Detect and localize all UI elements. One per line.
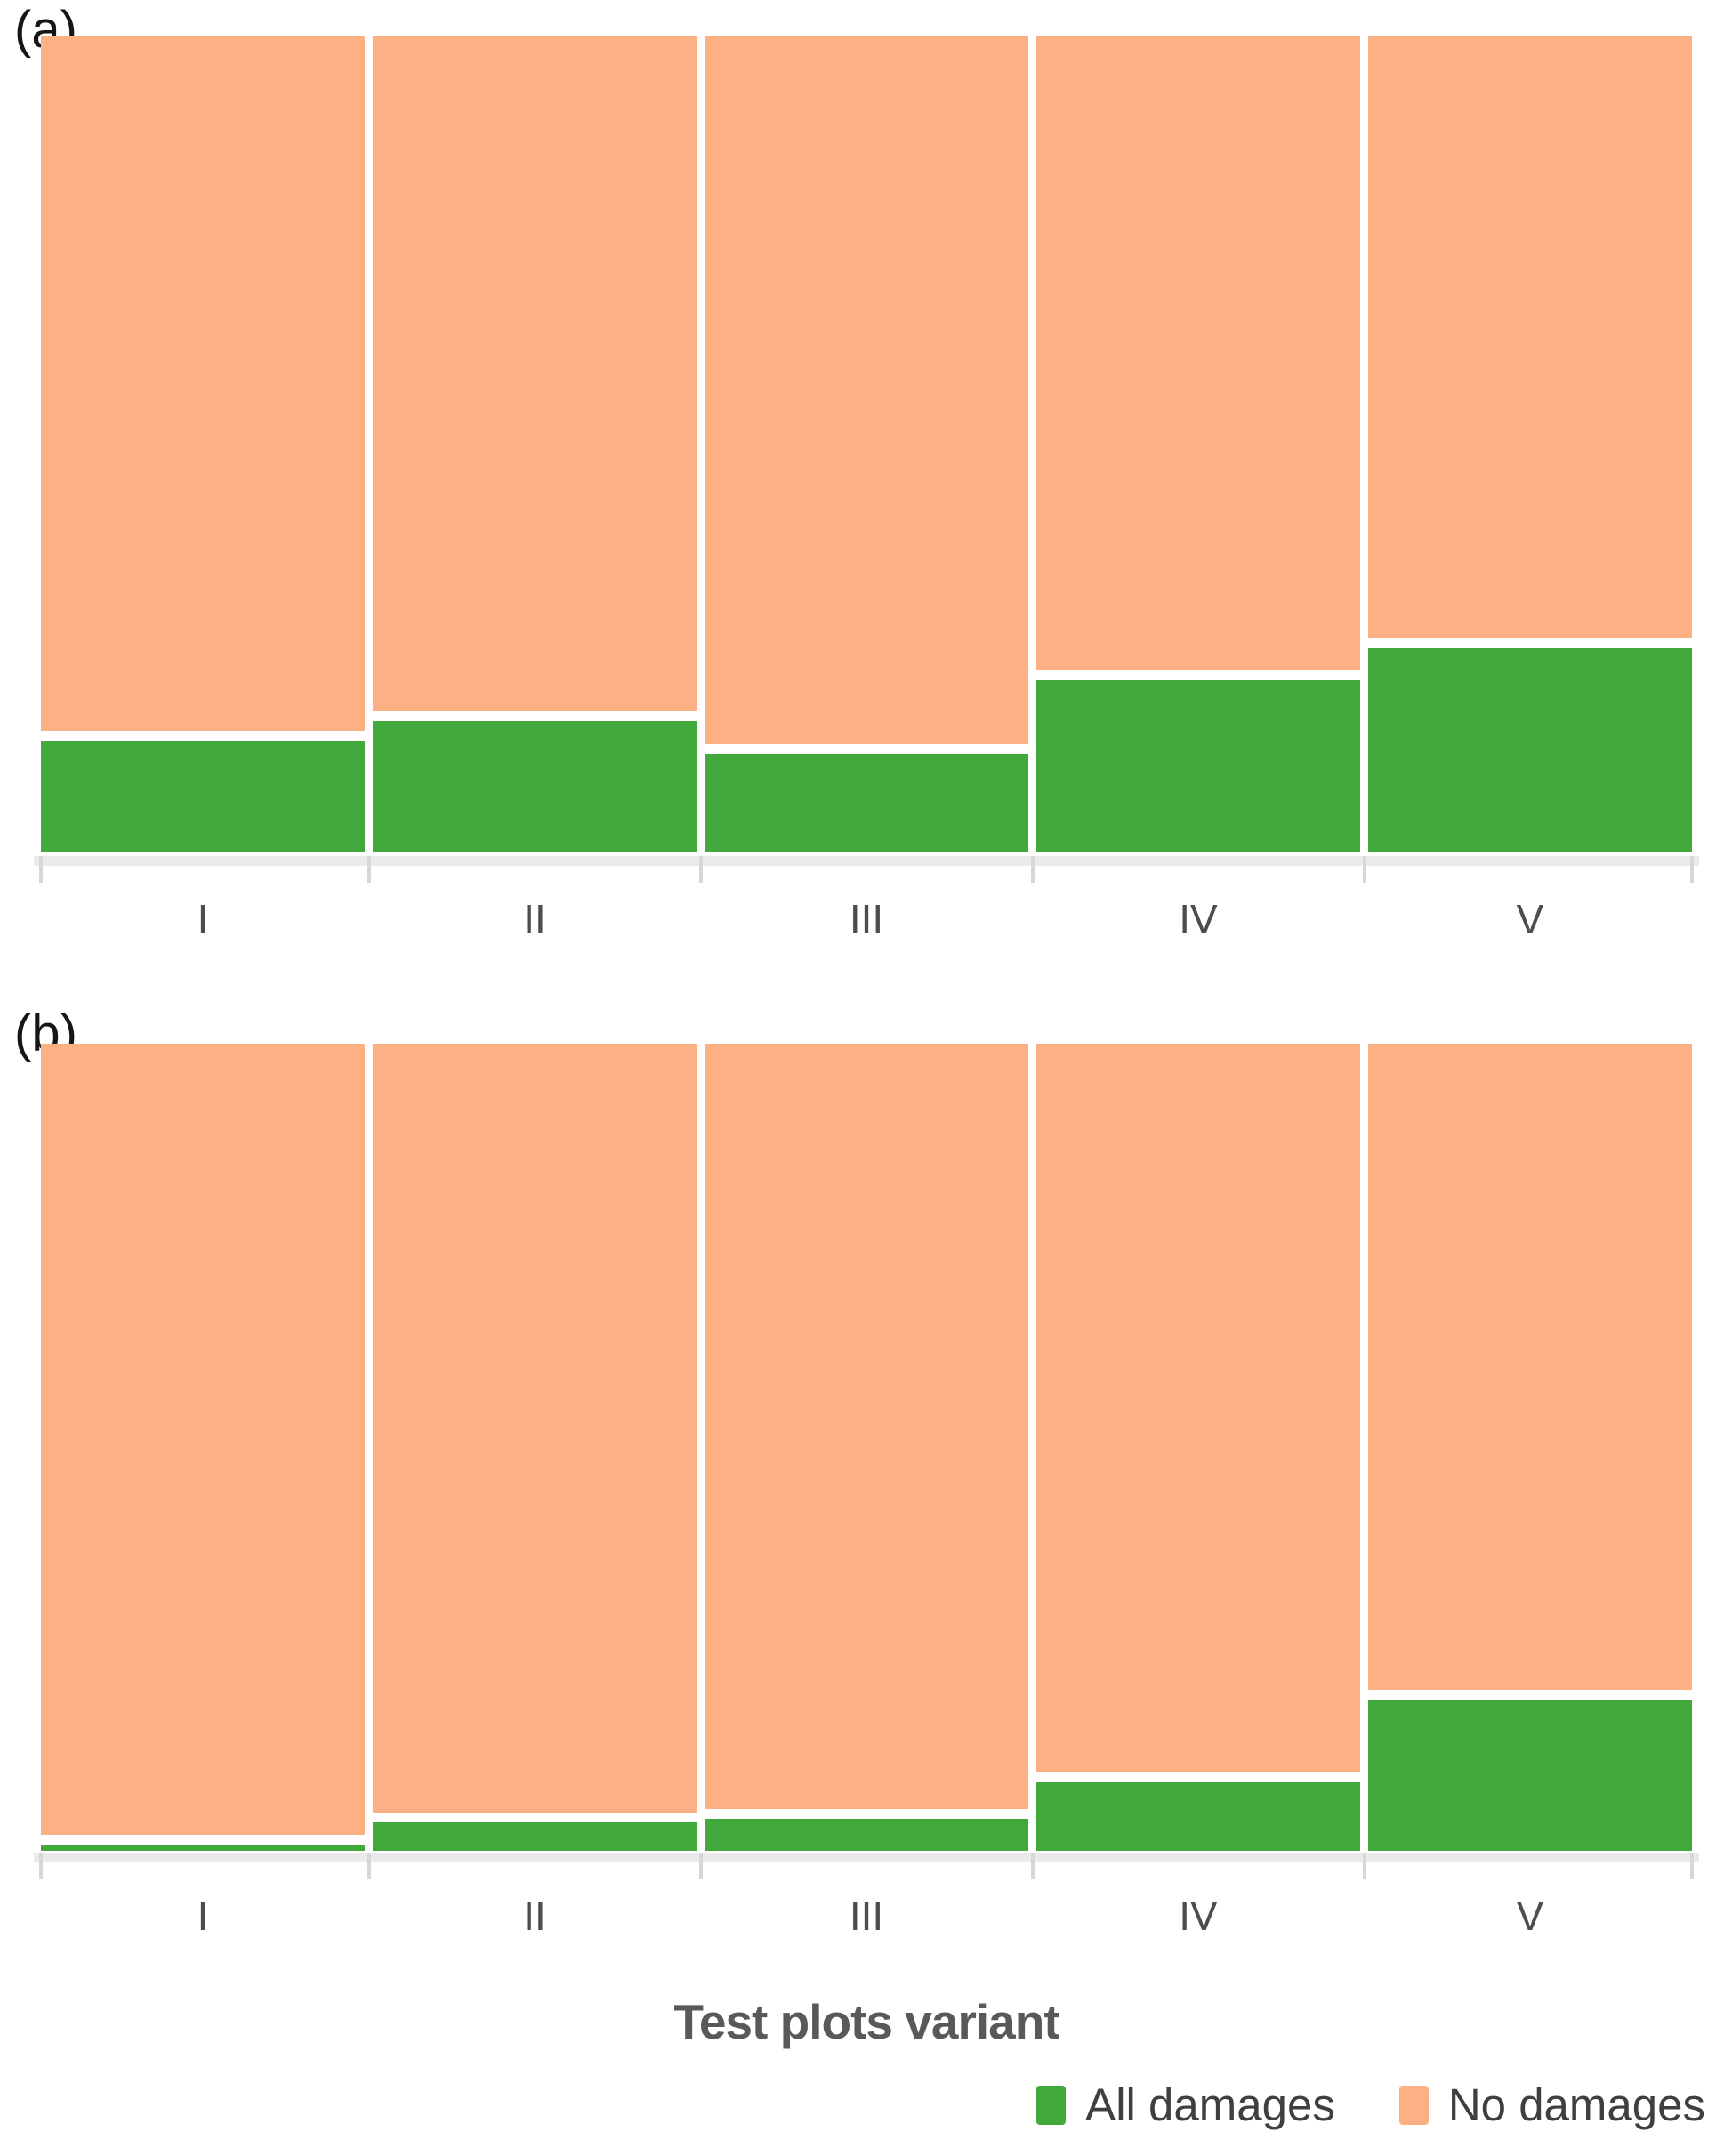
- x-tick-label-ii: II: [523, 1893, 546, 1939]
- segment-no-damages: [705, 36, 1028, 744]
- bar-column-i: [41, 1044, 365, 1851]
- bar-column-iv: [1036, 1044, 1360, 1851]
- bar-column-ii: [373, 36, 697, 852]
- segment-separator: [373, 1813, 697, 1823]
- axis-tick-0: [39, 1853, 43, 1879]
- legend-item-no-damages: No damages: [1398, 2079, 1705, 2131]
- legend-swatch-no-damages: [1398, 2085, 1429, 2125]
- segment-separator: [705, 743, 1028, 754]
- bar-column-v: [1368, 1044, 1692, 1851]
- x-tick-label-ii: II: [523, 896, 546, 942]
- segment-all-damages: [1036, 680, 1360, 852]
- bar-column-ii: [373, 1044, 697, 1851]
- panel-a-x-axis: [34, 854, 1699, 883]
- axis-tick-5: [1690, 856, 1694, 883]
- x-tick-label-iii: III: [849, 1893, 884, 1939]
- segment-all-damages: [1368, 647, 1692, 852]
- x-tick-label-v: V: [1516, 896, 1544, 942]
- panel-a-plot: [41, 36, 1692, 852]
- axis-tick-0: [39, 856, 43, 883]
- segment-all-damages: [41, 741, 365, 852]
- axis-tick-2: [698, 856, 703, 883]
- segment-separator: [1368, 1690, 1692, 1700]
- axis-tick-1: [367, 856, 371, 883]
- axis-tick-2: [698, 1853, 703, 1879]
- x-tick-label-i: I: [197, 1893, 209, 1939]
- segment-no-damages: [1036, 1044, 1360, 1772]
- segment-no-damages: [1368, 36, 1692, 638]
- axis-tick-3: [1030, 1853, 1035, 1879]
- segment-all-damages: [373, 1822, 697, 1851]
- segment-no-damages: [1368, 1044, 1692, 1691]
- segment-all-damages: [705, 1818, 1028, 1851]
- x-axis-title: Test plots variant: [673, 1994, 1059, 2049]
- legend-label: No damages: [1447, 2079, 1705, 2130]
- bar-column-iv: [1036, 36, 1360, 852]
- legend-swatch-all-damages: [1036, 2085, 1067, 2125]
- axis-tick-3: [1030, 856, 1035, 883]
- x-tick-label-iv: IV: [1179, 1893, 1218, 1939]
- axis-tick-4: [1362, 1853, 1366, 1879]
- segment-separator: [705, 1808, 1028, 1819]
- legend-item-all-damages: All damages: [1036, 2079, 1335, 2131]
- segment-separator: [1036, 1772, 1360, 1782]
- segment-all-damages: [373, 721, 697, 852]
- panel-a-axis-line: [34, 856, 1699, 866]
- bar-column-iii: [705, 1044, 1028, 1851]
- x-tick-label-iii: III: [849, 896, 884, 942]
- panel-b-x-axis: [34, 1851, 1699, 1879]
- segment-all-damages: [705, 753, 1028, 852]
- segment-separator: [1368, 637, 1692, 648]
- legend: All damages No damages: [1036, 2079, 1705, 2131]
- segment-no-damages: [1036, 36, 1360, 671]
- bar-column-iii: [705, 36, 1028, 852]
- x-tick-label-iv: IV: [1179, 896, 1218, 942]
- x-tick-label-i: I: [197, 896, 209, 942]
- segment-all-damages: [1036, 1781, 1360, 1851]
- panel-b-axis-line: [34, 1853, 1699, 1862]
- legend-label: All damages: [1085, 2079, 1335, 2130]
- segment-no-damages: [373, 1044, 697, 1813]
- axis-tick-5: [1690, 1853, 1694, 1879]
- segment-separator: [41, 1834, 365, 1845]
- axis-tick-1: [367, 1853, 371, 1879]
- x-tick-label-v: V: [1516, 1893, 1544, 1939]
- bar-column-v: [1368, 36, 1692, 852]
- segment-separator: [41, 731, 365, 742]
- bar-column-i: [41, 36, 365, 852]
- panel-a-x-tick-labels: I II III IV V: [41, 895, 1692, 943]
- segment-no-damages: [41, 1044, 365, 1835]
- segment-no-damages: [41, 36, 365, 732]
- segment-all-damages: [41, 1844, 365, 1851]
- segment-no-damages: [705, 1044, 1028, 1809]
- axis-tick-4: [1362, 856, 1366, 883]
- segment-separator: [373, 711, 697, 722]
- panel-b-plot: [41, 1044, 1692, 1851]
- segment-separator: [1036, 670, 1360, 681]
- panel-b-x-tick-labels: I II III IV V: [41, 1892, 1692, 1940]
- segment-all-damages: [1368, 1700, 1692, 1851]
- segment-no-damages: [373, 36, 697, 712]
